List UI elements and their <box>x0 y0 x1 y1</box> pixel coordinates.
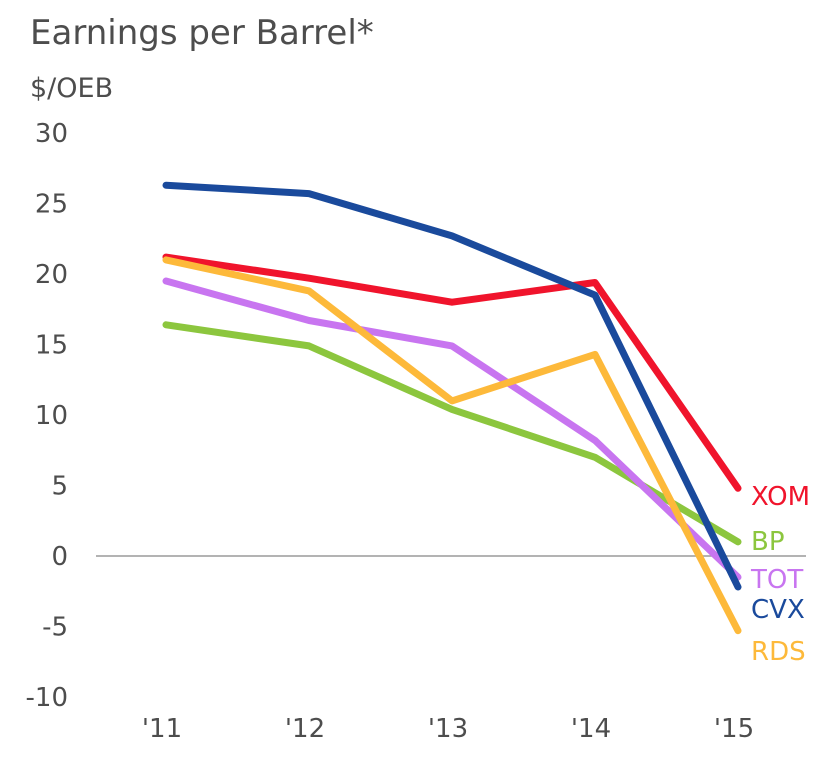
series-label-tot: TOT <box>750 565 803 595</box>
y-tick-label: 30 <box>35 119 68 149</box>
series-line-bp <box>162 321 742 546</box>
x-tick-label: '11 <box>142 714 182 744</box>
series-line-tot <box>162 277 742 581</box>
y-tick-label: -5 <box>42 613 68 643</box>
y-axis-unit-label: $/OEB <box>30 73 113 104</box>
y-tick-label: 10 <box>35 401 68 431</box>
series-label-cvx: CVX <box>751 595 805 625</box>
y-tick-label: 5 <box>51 472 68 502</box>
x-tick-label: '13 <box>428 714 468 744</box>
chart-title: Earnings per Barrel* <box>30 13 374 53</box>
x-tick-label: '15 <box>714 714 754 744</box>
y-tick-label: 25 <box>35 190 68 220</box>
series-line-rds <box>162 256 742 635</box>
series-line-xom <box>162 253 742 492</box>
y-tick-label: -10 <box>26 683 68 713</box>
x-tick-label: '12 <box>285 714 325 744</box>
y-tick-label: 15 <box>35 331 68 361</box>
y-axis-ticks: 30 25 20 15 10 5 0 -5 -10 <box>26 119 68 713</box>
series-lines <box>162 181 742 635</box>
y-tick-label: 0 <box>51 542 68 572</box>
series-label-bp: BP <box>751 527 785 557</box>
y-tick-label: 20 <box>35 260 68 290</box>
series-line-cvx <box>162 181 742 591</box>
series-label-xom: XOM <box>751 482 810 512</box>
series-label-rds: RDS <box>751 637 806 667</box>
x-axis-ticks: '11 '12 '13 '14 '15 <box>142 714 754 744</box>
x-tick-label: '14 <box>571 714 611 744</box>
